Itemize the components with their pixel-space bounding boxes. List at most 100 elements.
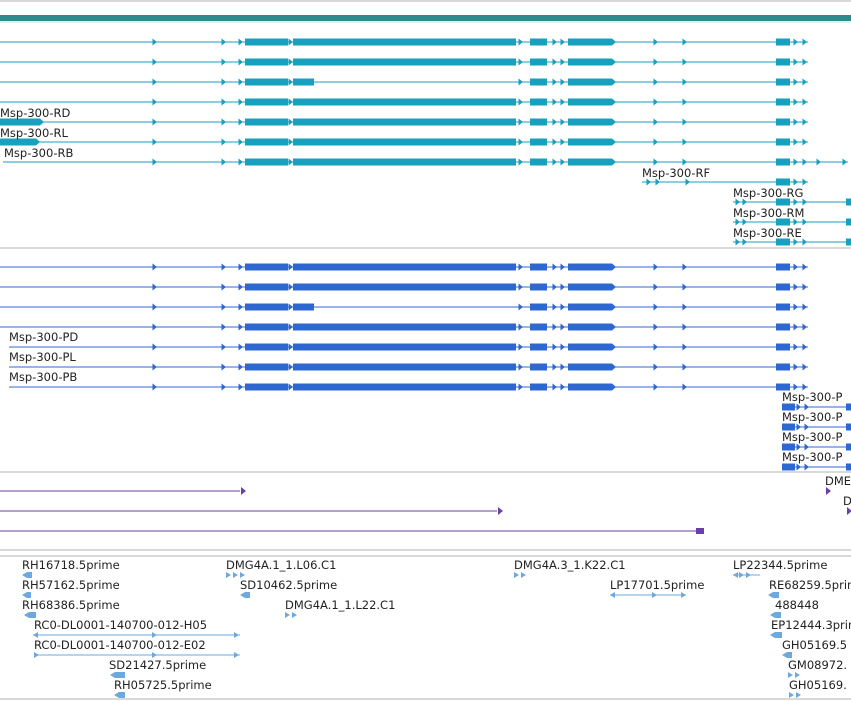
strand-arrow [802, 263, 807, 271]
strand-arrow [682, 343, 687, 351]
exon-block [293, 383, 516, 391]
strand-arrow [552, 58, 557, 66]
exon-block [530, 303, 547, 311]
strand-arrow [560, 343, 565, 351]
exon-block [245, 58, 288, 66]
protein-label[interactable]: Msp-300-P [782, 450, 842, 464]
est-label[interactable]: RE68259.5prime [769, 578, 851, 592]
est-label[interactable]: LP22344.5prime [733, 558, 827, 572]
est-label[interactable]: LP17701.5prime [610, 578, 704, 592]
exon-block [245, 303, 288, 311]
strand-arrow [793, 283, 798, 291]
est-label[interactable]: RH68386.5prime [22, 598, 120, 612]
strand-arrow [682, 58, 687, 66]
strand-arrow [735, 218, 740, 226]
exon-block [776, 263, 790, 271]
est-label[interactable]: EP12444.3prime [771, 618, 851, 632]
strand-arrow [560, 383, 565, 391]
est-label[interactable]: SD10462.5prime [240, 578, 337, 592]
exon-block [782, 403, 795, 411]
est-label[interactable]: RH05725.5prime [114, 678, 212, 692]
est-label[interactable]: DMG4A.1_1.L22.C1 [285, 598, 395, 612]
strand-arrow [682, 323, 687, 331]
strand-arrow [518, 58, 523, 66]
transcript-label[interactable]: Msp-300-RE [733, 226, 802, 240]
feature-label[interactable]: DME [825, 474, 851, 488]
strand-arrow [152, 263, 157, 271]
est-label[interactable]: 488448 [775, 598, 819, 612]
transcript-label[interactable]: Msp-300-RD [0, 106, 70, 120]
est-label[interactable]: RC0-DL0001-140700-012-E02 [34, 638, 206, 652]
est-arrow [521, 572, 526, 578]
strand-arrow [735, 198, 740, 206]
transcript-label[interactable]: Msp-300-RB [4, 146, 73, 160]
strand-arrow [552, 363, 557, 371]
strand-arrow [152, 38, 157, 46]
strand-arrow [793, 178, 798, 186]
exon-block [776, 178, 790, 186]
exon-block [568, 58, 612, 66]
protein-label[interactable]: Msp-300-PD [9, 330, 78, 344]
transcript-label[interactable]: Msp-300-RG [733, 186, 803, 200]
strand-arrow [221, 263, 226, 271]
exon-block [245, 323, 288, 331]
strand-arrow [793, 263, 798, 271]
strand-arrow [552, 323, 557, 331]
protein-label[interactable]: Msp-300-P [782, 390, 842, 404]
strand-arrow [152, 383, 157, 391]
strand-arrow [653, 118, 658, 126]
strand-arrow [238, 363, 243, 371]
transcript-label[interactable]: Msp-300-RM [733, 206, 804, 220]
strand-arrow [847, 507, 851, 515]
strand-arrow [793, 383, 798, 391]
est-label[interactable]: DMG4A.1_1.L06.C1 [226, 558, 336, 572]
strand-arrow [653, 78, 658, 86]
strand-arrow [653, 303, 658, 311]
transcript-label[interactable]: Msp-300-RL [0, 126, 68, 140]
exon-block [776, 363, 790, 371]
strand-arrow [238, 118, 243, 126]
strand-arrow [288, 303, 293, 311]
strand-arrow [653, 363, 658, 371]
strand-arrow [288, 363, 293, 371]
strand-arrow [682, 38, 687, 46]
est-label[interactable]: GH05169.5 [782, 638, 847, 652]
exon-block [604, 303, 616, 311]
exon-block [530, 363, 547, 371]
strand-arrow [796, 443, 801, 451]
strand-arrow [793, 303, 798, 311]
strand-arrow [288, 383, 293, 391]
est-label[interactable]: GM08972. [788, 658, 847, 672]
strand-arrow [518, 323, 523, 331]
strand-arrow [288, 138, 293, 146]
strand-arrow [653, 283, 658, 291]
est-label[interactable]: DMG4A.3_1.K22.C1 [514, 558, 626, 572]
feature-label[interactable]: D [843, 494, 851, 508]
est-label[interactable]: RH16718.5prime [22, 558, 120, 572]
strand-arrow [518, 363, 523, 371]
strand-arrow [802, 383, 807, 391]
est-arrow [22, 592, 27, 598]
est-label[interactable]: RH57162.5prime [22, 578, 120, 592]
transcript-track-rna [0, 38, 851, 246]
protein-label[interactable]: Msp-300-PB [9, 370, 77, 384]
est-label[interactable]: GH05169. [789, 678, 847, 692]
exon-block [530, 283, 547, 291]
exon-block [846, 238, 851, 246]
est-label[interactable]: SD21427.5prime [109, 658, 206, 672]
est-label[interactable]: RC0-DL0001-140700-012-H05 [34, 618, 207, 632]
strand-arrow [646, 178, 651, 186]
strand-arrow [221, 383, 226, 391]
strand-arrow [653, 383, 658, 391]
est-arrow [514, 572, 519, 578]
exon-block [776, 138, 790, 146]
exon-block [568, 38, 612, 46]
transcript-label[interactable]: Msp-300-RF [642, 166, 710, 180]
strand-arrow [238, 383, 243, 391]
strand-arrow [682, 303, 687, 311]
protein-label[interactable]: Msp-300-P [782, 410, 842, 424]
est-block [27, 572, 32, 578]
exon-block [846, 443, 851, 451]
protein-label[interactable]: Msp-300-P [782, 430, 842, 444]
protein-label[interactable]: Msp-300-PL [9, 350, 76, 364]
